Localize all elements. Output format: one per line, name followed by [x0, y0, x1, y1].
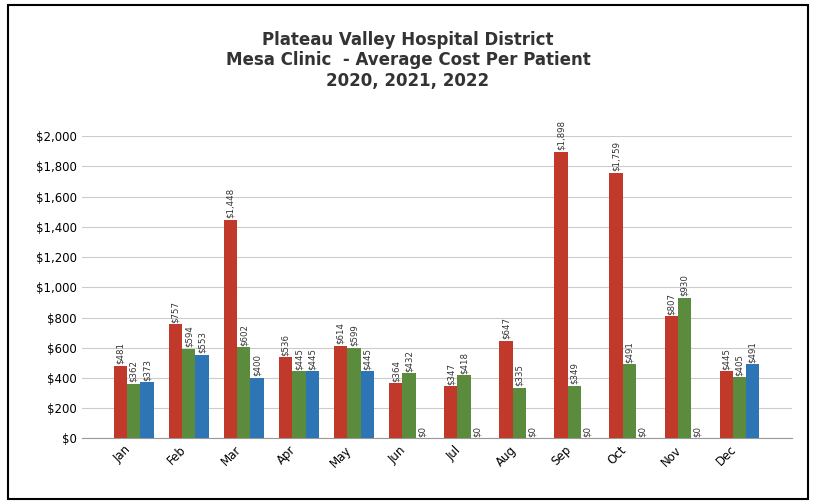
Text: $400: $400: [252, 354, 262, 376]
Bar: [568, 386, 581, 438]
Bar: [746, 364, 759, 438]
Text: $0: $0: [693, 426, 702, 437]
Text: $602: $602: [239, 324, 248, 346]
Text: $481: $481: [116, 342, 125, 364]
Text: $432: $432: [405, 350, 414, 371]
Text: $445: $445: [362, 348, 371, 370]
Text: $1,759: $1,759: [611, 141, 621, 171]
Text: $0: $0: [528, 426, 537, 437]
Bar: [224, 220, 237, 438]
Text: $347: $347: [446, 362, 455, 385]
Bar: [678, 298, 691, 438]
Bar: [237, 347, 251, 438]
Text: $594: $594: [184, 325, 193, 347]
Text: $1,898: $1,898: [557, 120, 565, 150]
Text: $373: $373: [143, 358, 152, 381]
Bar: [182, 349, 195, 438]
Text: $491: $491: [748, 341, 757, 363]
Bar: [305, 371, 319, 438]
Text: $445: $445: [721, 348, 730, 370]
Bar: [279, 357, 292, 438]
Bar: [361, 371, 374, 438]
Bar: [458, 375, 471, 438]
Text: $757: $757: [171, 300, 180, 323]
Text: Plateau Valley Hospital District
Mesa Clinic  - Average Cost Per Patient
2020, 2: Plateau Valley Hospital District Mesa Cl…: [226, 31, 590, 90]
Text: $614: $614: [336, 322, 345, 344]
Text: $0: $0: [418, 426, 427, 437]
Bar: [733, 377, 746, 438]
Text: $0: $0: [583, 426, 592, 437]
Bar: [720, 371, 733, 438]
Bar: [499, 341, 512, 438]
Text: $445: $445: [308, 348, 317, 370]
Text: $930: $930: [680, 275, 689, 296]
Text: $405: $405: [735, 354, 744, 376]
Bar: [334, 346, 348, 438]
Text: $1,448: $1,448: [226, 188, 235, 218]
Bar: [169, 324, 182, 438]
Text: $418: $418: [459, 352, 468, 374]
Text: $553: $553: [197, 331, 206, 353]
Text: $335: $335: [515, 364, 524, 386]
Text: $362: $362: [129, 360, 138, 382]
Bar: [292, 371, 305, 438]
Bar: [623, 364, 636, 438]
Text: $807: $807: [667, 293, 676, 315]
Text: $445: $445: [295, 348, 304, 370]
Bar: [114, 366, 127, 438]
Bar: [389, 384, 402, 438]
Text: $599: $599: [349, 325, 358, 346]
Text: $349: $349: [570, 362, 579, 384]
Bar: [251, 378, 264, 438]
Text: $0: $0: [638, 426, 647, 437]
Bar: [512, 388, 526, 438]
Bar: [444, 386, 458, 438]
Bar: [402, 373, 415, 438]
Bar: [664, 317, 678, 438]
Text: $536: $536: [282, 334, 290, 356]
Bar: [554, 152, 568, 438]
Bar: [127, 384, 140, 438]
Text: $0: $0: [472, 426, 481, 437]
Bar: [348, 348, 361, 438]
Bar: [610, 172, 623, 438]
Bar: [140, 382, 153, 438]
Text: $491: $491: [625, 341, 634, 363]
Bar: [195, 355, 209, 438]
Text: $364: $364: [392, 360, 401, 382]
Text: $647: $647: [502, 317, 511, 339]
